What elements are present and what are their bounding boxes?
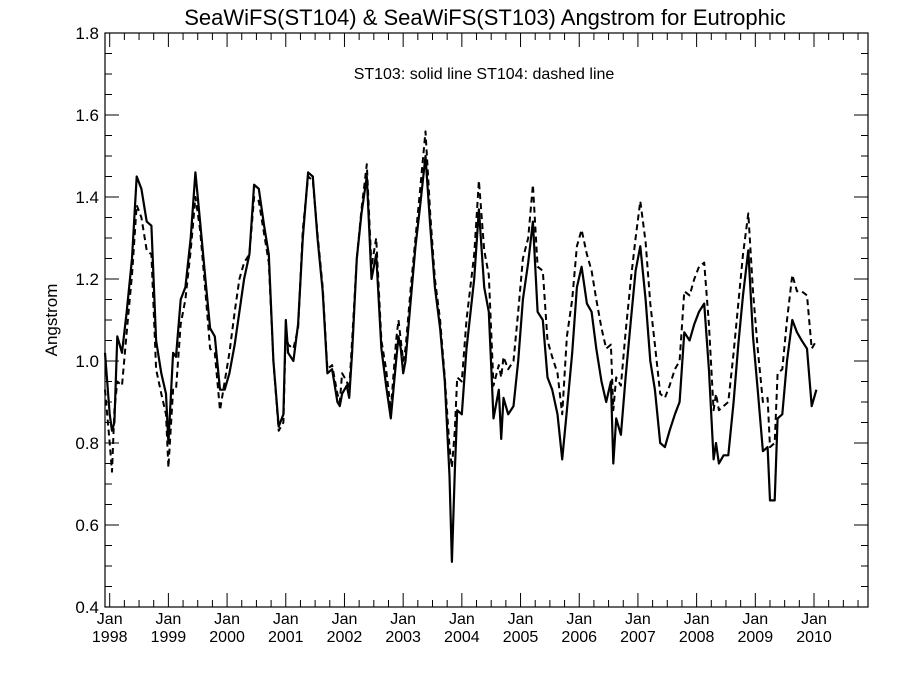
x-tick-year-label: 2001 bbox=[268, 629, 304, 646]
x-tick-year-label: 2009 bbox=[738, 629, 774, 646]
y-tick-label: 1.4 bbox=[75, 188, 99, 207]
series-lines bbox=[103, 130, 818, 563]
x-tick-year-label: 1999 bbox=[151, 629, 187, 646]
y-tick-label: 1.6 bbox=[75, 106, 99, 125]
chart-title: SeaWiFS(ST104) & SeaWiFS(ST103) Angstrom… bbox=[184, 5, 786, 30]
x-tick-month-label: Jan bbox=[97, 611, 123, 628]
y-tick-label: 0.4 bbox=[75, 598, 99, 617]
x-tick-year-label: 2002 bbox=[327, 629, 363, 646]
x-tick-month-label: Jan bbox=[742, 611, 768, 628]
y-tick-label: 0.6 bbox=[75, 516, 99, 535]
series-line-st103 bbox=[103, 154, 818, 563]
x-tick-month-label: Jan bbox=[508, 611, 534, 628]
axis-ticks bbox=[105, 32, 868, 608]
x-tick-month-label: Jan bbox=[684, 611, 710, 628]
x-tick-year-label: 2008 bbox=[679, 629, 715, 646]
y-tick-label: 1.8 bbox=[75, 24, 99, 43]
plot-frame bbox=[104, 32, 869, 608]
x-tick-month-label: Jan bbox=[566, 611, 592, 628]
x-tick-year-label: 2006 bbox=[561, 629, 597, 646]
y-axis-label: Angstrom bbox=[42, 284, 61, 357]
x-tick-labels: Jan1998Jan1999Jan2000Jan2001Jan2002Jan20… bbox=[92, 611, 832, 646]
x-tick-year-label: 1998 bbox=[92, 629, 128, 646]
x-tick-month-label: Jan bbox=[449, 611, 475, 628]
x-tick-month-label: Jan bbox=[625, 611, 651, 628]
x-tick-year-label: 2005 bbox=[503, 629, 539, 646]
x-tick-month-label: Jan bbox=[273, 611, 299, 628]
line-style-annotation: ST103: solid line ST104: dashed line bbox=[354, 66, 615, 83]
x-tick-month-label: Jan bbox=[155, 611, 181, 628]
x-tick-month-label: Jan bbox=[214, 611, 240, 628]
x-tick-month-label: Jan bbox=[332, 611, 358, 628]
x-tick-year-label: 2003 bbox=[385, 629, 421, 646]
x-tick-month-label: Jan bbox=[390, 611, 416, 628]
x-tick-year-label: 2000 bbox=[209, 629, 245, 646]
y-tick-label: 0.8 bbox=[75, 434, 99, 453]
x-tick-year-label: 2004 bbox=[444, 629, 480, 646]
x-tick-year-label: 2010 bbox=[796, 629, 832, 646]
y-tick-label: 1.2 bbox=[75, 270, 99, 289]
y-tick-labels: 0.4 0.6 0.8 1.0 1.2 1.4 1.6 1.8 bbox=[75, 24, 99, 617]
x-tick-year-label: 2007 bbox=[620, 629, 656, 646]
y-tick-label: 1.0 bbox=[75, 352, 99, 371]
series-line-st104 bbox=[104, 130, 818, 473]
x-tick-month-label: Jan bbox=[801, 611, 827, 628]
